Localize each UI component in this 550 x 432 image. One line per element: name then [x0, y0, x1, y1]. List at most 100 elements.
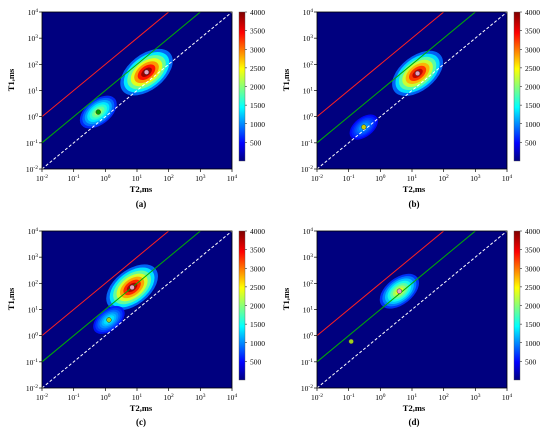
colorbar-gradient: [238, 11, 246, 162]
colorbar-tick-label: 500: [250, 357, 262, 366]
colorbar-tick-label: 1500: [525, 320, 540, 329]
colorbar-tick-label: 4000: [250, 227, 265, 236]
colorbar-tick-label: 1000: [525, 339, 540, 348]
colorbar-tick-label: 1000: [250, 339, 265, 348]
x-tick-label: 10-1: [343, 393, 355, 402]
reference-line: [42, 12, 202, 144]
panel-caption: (b): [409, 199, 420, 209]
x-tick-label: 103: [195, 393, 206, 402]
colorbar-tick-label: 3000: [250, 264, 265, 273]
peak-marker: [106, 317, 112, 323]
y-tick-label: 103: [303, 34, 314, 43]
x-tick-label: 102: [164, 393, 175, 402]
colorbar-tick-label: 500: [525, 357, 537, 366]
y-tick-label: 101: [28, 87, 39, 96]
colorbar-tick-label: 3000: [525, 45, 540, 54]
colorbar-tick-label: 1000: [250, 120, 265, 129]
colorbar-tick-label: 3500: [525, 27, 540, 36]
reference-line: [317, 231, 477, 363]
peak-marker: [95, 109, 101, 115]
colorbar: 500 1000 1500 2000 2500 3000 3500 4000: [513, 8, 540, 162]
colorbar-tick-label: 4000: [525, 8, 540, 17]
colorbar: 500 1000 1500 2000 2500 3000 3500 4000: [513, 227, 540, 381]
x-tick-label: 10-2: [311, 174, 323, 183]
y-tick-label: 10-2: [301, 384, 313, 393]
y-tick-label: 10-1: [26, 358, 38, 367]
y-tick-label: 104: [303, 227, 314, 236]
x-tick-label: 10-2: [36, 393, 48, 402]
y-tick-label: 101: [28, 306, 39, 315]
panel-caption: (a): [136, 199, 147, 209]
colorbar-gradient: [513, 11, 521, 162]
colorbar-gradient: [238, 230, 246, 381]
colorbar-tick-label: 2000: [525, 83, 540, 92]
colorbar-tick-label: 3500: [525, 246, 540, 255]
colorbar-tick-label: 2000: [250, 83, 265, 92]
x-tick-label: 101: [132, 393, 143, 402]
colorbar: 500 1000 1500 2000 2500 3000 3500 4000: [238, 227, 265, 381]
reference-line: [317, 12, 477, 144]
y-tick-label: 100: [28, 113, 39, 122]
y-tick-label: 102: [303, 279, 314, 288]
y-tick-label: 100: [303, 332, 314, 341]
y-axis-label: T1,ms: [281, 68, 291, 91]
peak-marker: [129, 284, 135, 291]
x-tick-label: 10-2: [311, 393, 323, 402]
colorbar-tick-label: 1500: [250, 320, 265, 329]
panel-caption: (d): [409, 417, 420, 427]
panel-b: 10-2 10-1 100 101 102 103 104 10-2 10-1 100 101 102…: [281, 8, 540, 209]
y-tick-label: 100: [28, 332, 39, 341]
reference-line: [42, 12, 170, 118]
y-tick-label: 103: [303, 253, 314, 262]
y-tick-label: 102: [28, 60, 39, 69]
colorbar: 500 1000 1500 2000 2500 3000 3500 4000: [238, 8, 265, 162]
panel-d: 10-2 10-1 100 101 102 103 104 10-2 10-1 100 101 102…: [281, 227, 540, 427]
colorbar-tick-label: 3000: [250, 45, 265, 54]
x-tick-label: 102: [164, 174, 175, 183]
x-tick-label: 10-1: [68, 393, 80, 402]
x-tick-label: 104: [502, 174, 513, 183]
reference-line: [317, 231, 445, 337]
y-axis-label: T1,ms: [6, 68, 16, 91]
colorbar-tick-label: 500: [525, 138, 537, 147]
y-tick-label: 10-2: [26, 165, 38, 174]
panel-a: 10-2 10-1 100 101 102 103 104 10-2 10-1 100 101 102…: [6, 8, 265, 209]
y-tick-label: 104: [28, 227, 39, 236]
colorbar-tick-label: 3000: [525, 264, 540, 273]
x-axis-label: T2,ms: [403, 403, 426, 413]
panel-caption: (c): [136, 417, 146, 427]
y-tick-label: 101: [303, 306, 314, 315]
colorbar-gradient: [513, 230, 521, 381]
x-tick-label: 103: [470, 393, 481, 402]
reference-line: [317, 231, 507, 388]
peak-marker: [348, 338, 354, 345]
y-tick-label: 101: [303, 87, 314, 96]
colorbar-tick-label: 2000: [250, 302, 265, 311]
colorbar-tick-label: 2500: [250, 283, 265, 292]
reference-line: [42, 231, 170, 337]
x-axis-label: T2,ms: [130, 403, 153, 413]
y-tick-label: 102: [28, 279, 39, 288]
peak-marker: [361, 124, 367, 130]
y-tick-label: 103: [28, 253, 39, 262]
y-axis-label: T1,ms: [6, 287, 16, 310]
x-tick-label: 104: [227, 174, 238, 183]
colorbar-tick-label: 4000: [525, 227, 540, 236]
x-tick-label: 102: [439, 393, 450, 402]
colorbar-tick-label: 2500: [525, 283, 540, 292]
reference-line: [317, 12, 445, 118]
x-tick-label: 104: [502, 393, 513, 402]
x-tick-label: 102: [439, 174, 450, 183]
colorbar-tick-label: 2500: [250, 64, 265, 73]
colorbar-tick-label: 500: [250, 138, 262, 147]
colorbar-tick-label: 1500: [250, 101, 265, 110]
x-tick-label: 100: [100, 393, 111, 402]
y-tick-label: 103: [28, 34, 39, 43]
x-axis-label: T2,ms: [130, 184, 153, 194]
y-tick-label: 104: [303, 8, 314, 17]
y-tick-label: 10-1: [26, 139, 38, 148]
reference-line: [42, 231, 232, 388]
y-tick-label: 100: [303, 113, 314, 122]
x-tick-label: 101: [132, 174, 143, 183]
